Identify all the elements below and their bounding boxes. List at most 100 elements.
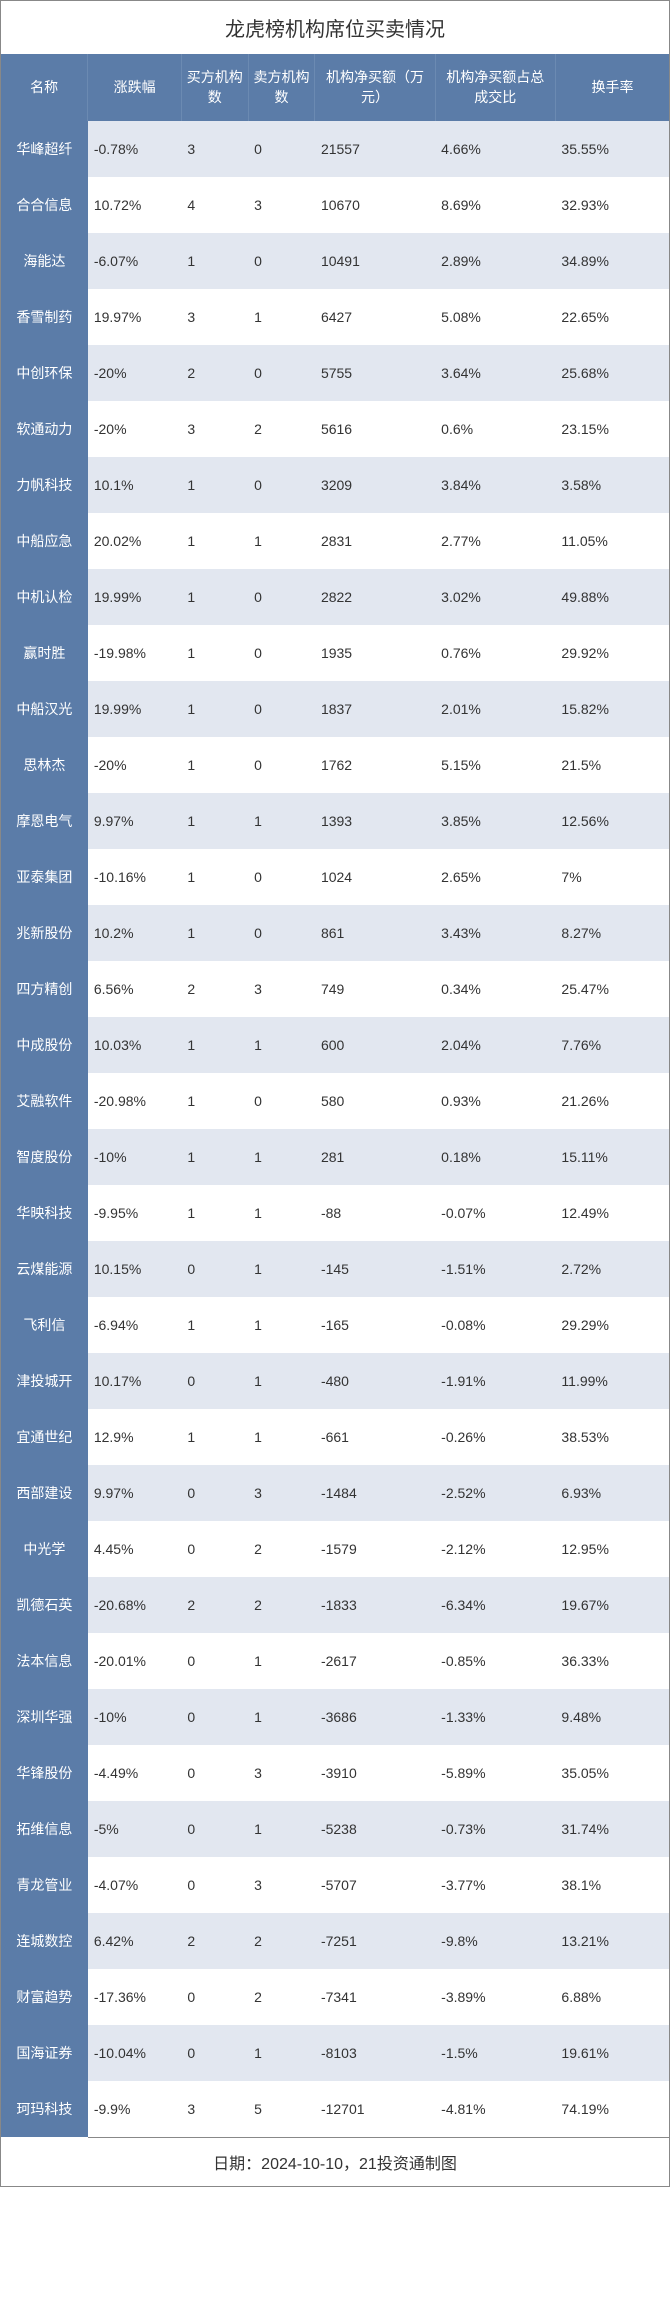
table-row: 中船应急20.02%1128312.77%11.05% xyxy=(1,513,669,569)
table-cell: 1 xyxy=(181,513,248,569)
table-cell: 0.18% xyxy=(435,1129,555,1185)
table-cell: 9.97% xyxy=(88,1465,182,1521)
table-cell: -3.77% xyxy=(435,1857,555,1913)
table-cell: 35.55% xyxy=(555,121,669,177)
table-cell: 1 xyxy=(248,1185,315,1241)
table-cell: -20.01% xyxy=(88,1633,182,1689)
table-cell: -10.16% xyxy=(88,849,182,905)
table-cell: 21.5% xyxy=(555,737,669,793)
table-cell: 4 xyxy=(181,177,248,233)
table-cell: 0 xyxy=(181,2025,248,2081)
table-cell: 海能达 xyxy=(1,233,88,289)
table-cell: 1 xyxy=(181,1073,248,1129)
table-cell: -1.51% xyxy=(435,1241,555,1297)
table-cell: 10.15% xyxy=(88,1241,182,1297)
table-cell: 香雪制药 xyxy=(1,289,88,345)
table-cell: 1 xyxy=(248,1241,315,1297)
table-cell: 0 xyxy=(248,625,315,681)
table-cell: -20.68% xyxy=(88,1577,182,1633)
table-cell: 0 xyxy=(181,1633,248,1689)
table-cell: 49.88% xyxy=(555,569,669,625)
table-cell: 1 xyxy=(181,793,248,849)
table-cell: 1 xyxy=(248,1689,315,1745)
table-cell: 0 xyxy=(181,1801,248,1857)
table-cell: 5 xyxy=(248,2081,315,2137)
table-cell: 2 xyxy=(248,1969,315,2025)
col-header-net-buy: 机构净买额（万元） xyxy=(315,54,435,121)
table-cell: 10670 xyxy=(315,177,435,233)
table-cell: -145 xyxy=(315,1241,435,1297)
table-cell: 19.99% xyxy=(88,569,182,625)
table-cell: 0 xyxy=(248,681,315,737)
table-cell: 21557 xyxy=(315,121,435,177)
table-cell: -5707 xyxy=(315,1857,435,1913)
table-cell: 12.49% xyxy=(555,1185,669,1241)
table-row: 香雪制药19.97%3164275.08%22.65% xyxy=(1,289,669,345)
table-cell: 1 xyxy=(248,513,315,569)
table-cell: 1 xyxy=(181,1129,248,1185)
table-cell: 3.85% xyxy=(435,793,555,849)
table-cell: 0.76% xyxy=(435,625,555,681)
table-cell: -17.36% xyxy=(88,1969,182,2025)
table-cell: 法本信息 xyxy=(1,1633,88,1689)
table-cell: 0 xyxy=(181,1353,248,1409)
table-cell: 2.72% xyxy=(555,1241,669,1297)
table-cell: 6.42% xyxy=(88,1913,182,1969)
table-cell: -1.33% xyxy=(435,1689,555,1745)
table-row: 华锋股份-4.49%03-3910-5.89%35.05% xyxy=(1,1745,669,1801)
table-cell: 西部建设 xyxy=(1,1465,88,1521)
table-row: 华映科技-9.95%11-88-0.07%12.49% xyxy=(1,1185,669,1241)
table-cell: 3 xyxy=(248,1465,315,1521)
table-cell: 云煤能源 xyxy=(1,1241,88,1297)
table-cell: 2831 xyxy=(315,513,435,569)
table-cell: 0 xyxy=(248,905,315,961)
table-cell: -6.07% xyxy=(88,233,182,289)
table-cell: 861 xyxy=(315,905,435,961)
table-cell: 0 xyxy=(181,1465,248,1521)
table-cell: 财富趋势 xyxy=(1,1969,88,2025)
table-cell: 20.02% xyxy=(88,513,182,569)
table-row: 珂玛科技-9.9%35-12701-4.81%74.19% xyxy=(1,2081,669,2137)
table-cell: 1 xyxy=(181,1297,248,1353)
table-cell: -88 xyxy=(315,1185,435,1241)
table-cell: 1393 xyxy=(315,793,435,849)
table-cell: -10% xyxy=(88,1689,182,1745)
table-cell: -0.07% xyxy=(435,1185,555,1241)
table-cell: 艾融软件 xyxy=(1,1073,88,1129)
table-cell: 华映科技 xyxy=(1,1185,88,1241)
table-row: 中光学4.45%02-1579-2.12%12.95% xyxy=(1,1521,669,1577)
table-cell: 25.47% xyxy=(555,961,669,1017)
table-cell: 29.92% xyxy=(555,625,669,681)
table-cell: -7341 xyxy=(315,1969,435,2025)
table-row: 软通动力-20%3256160.6%23.15% xyxy=(1,401,669,457)
table-cell: 2 xyxy=(181,1577,248,1633)
table-cell: 8.27% xyxy=(555,905,669,961)
table-cell: 华峰超纤 xyxy=(1,121,88,177)
col-header-change: 涨跌幅 xyxy=(88,54,182,121)
table-cell: 2.04% xyxy=(435,1017,555,1073)
table-cell: 10491 xyxy=(315,233,435,289)
table-cell: 力帆科技 xyxy=(1,457,88,513)
col-header-sell-inst: 卖方机构数 xyxy=(248,54,315,121)
table-cell: 32.93% xyxy=(555,177,669,233)
table-cell: 珂玛科技 xyxy=(1,2081,88,2137)
table-cell: -165 xyxy=(315,1297,435,1353)
table-cell: 2.89% xyxy=(435,233,555,289)
page-title: 龙虎榜机构席位买卖情况 xyxy=(1,1,669,54)
table-cell: 7.76% xyxy=(555,1017,669,1073)
table-cell: 8.69% xyxy=(435,177,555,233)
table-row: 云煤能源10.15%01-145-1.51%2.72% xyxy=(1,1241,669,1297)
table-cell: 5.15% xyxy=(435,737,555,793)
table-cell: 34.89% xyxy=(555,233,669,289)
table-cell: 津投城开 xyxy=(1,1353,88,1409)
table-cell: 3 xyxy=(248,1857,315,1913)
table-cell: 连城数控 xyxy=(1,1913,88,1969)
table-cell: 21.26% xyxy=(555,1073,669,1129)
table-cell: -20% xyxy=(88,345,182,401)
table-row: 思林杰-20%1017625.15%21.5% xyxy=(1,737,669,793)
table-cell: 0.93% xyxy=(435,1073,555,1129)
table-body: 华峰超纤-0.78%30215574.66%35.55%合合信息10.72%43… xyxy=(1,121,669,2137)
table-cell: 1 xyxy=(181,849,248,905)
table-cell: 1 xyxy=(248,1297,315,1353)
table-cell: -20% xyxy=(88,401,182,457)
